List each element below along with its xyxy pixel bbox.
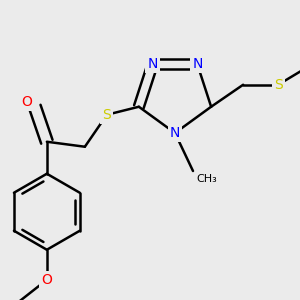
Text: S: S: [103, 108, 111, 122]
Text: O: O: [41, 273, 52, 287]
Text: N: N: [148, 57, 158, 71]
Text: O: O: [21, 95, 32, 109]
Text: N: N: [192, 57, 202, 71]
Text: CH₃: CH₃: [196, 174, 217, 184]
Text: S: S: [274, 78, 283, 92]
Text: N: N: [170, 126, 180, 140]
